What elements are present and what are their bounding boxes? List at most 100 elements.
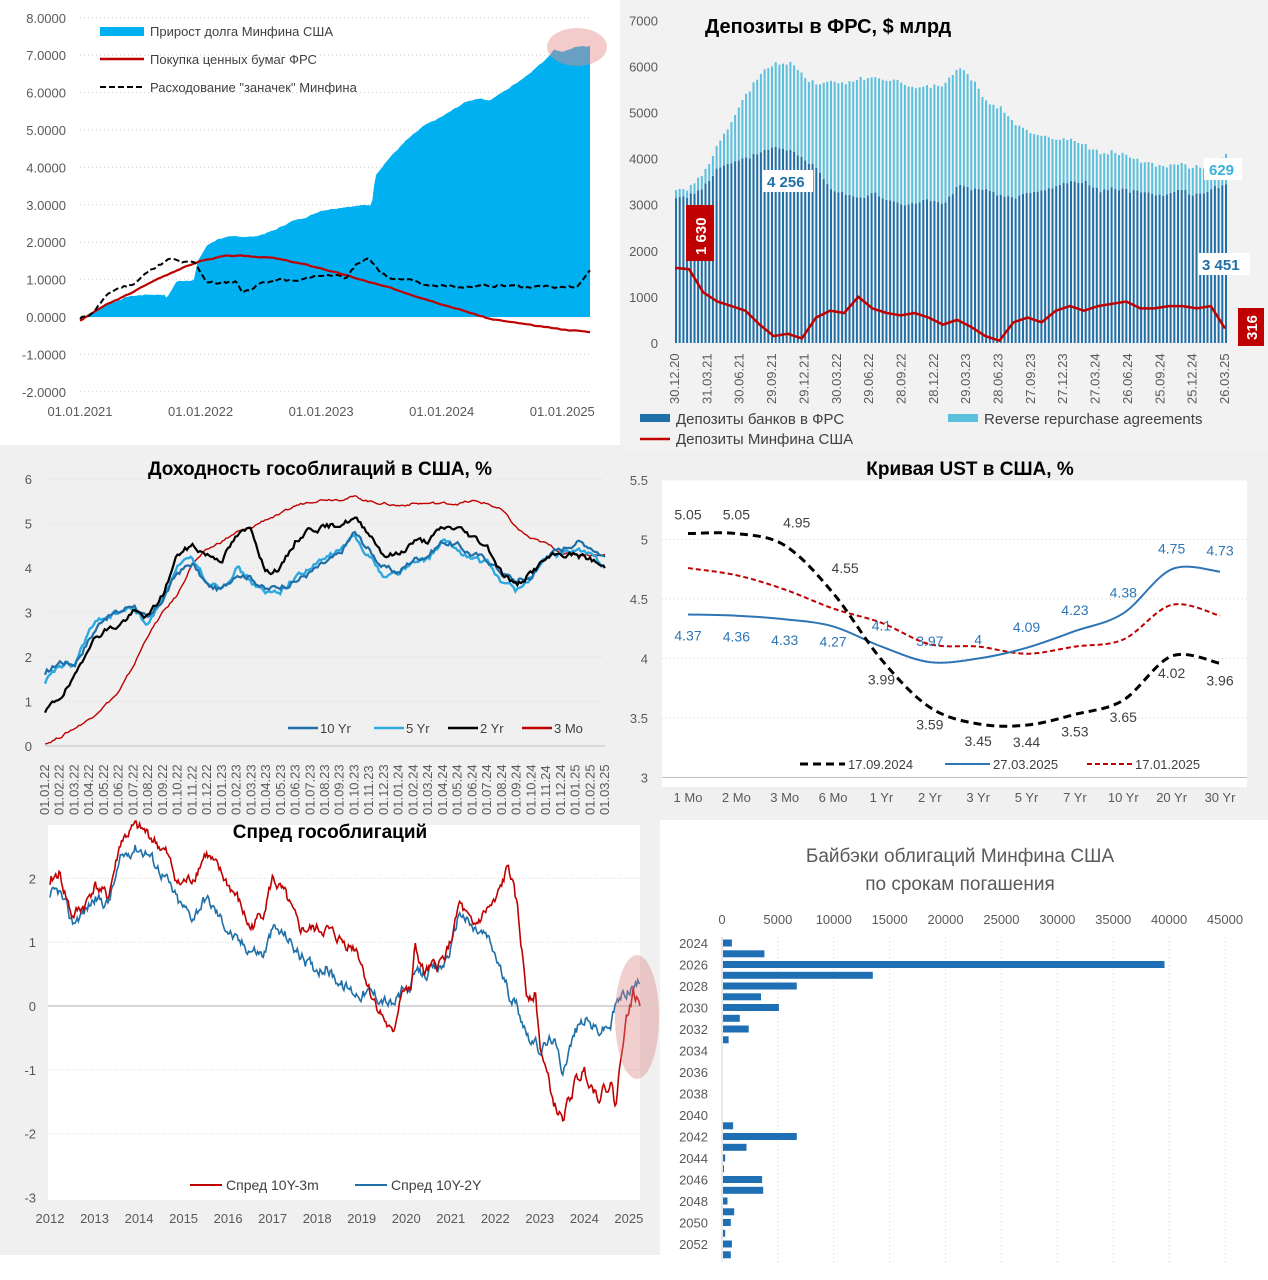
- bar-bank-deposits: [1084, 181, 1087, 343]
- y-tick-label: 1000: [629, 290, 658, 305]
- x-tick-label: 01.06.22: [111, 764, 126, 815]
- x-tick-label: 2023: [525, 1211, 554, 1226]
- x-tick-label: 01.05.24: [450, 764, 465, 815]
- x-tick-label: 20 Yr: [1156, 790, 1188, 805]
- bar-bank-deposits: [1180, 189, 1183, 343]
- x-tick-label: 01.12.23: [376, 764, 391, 815]
- bar-bank-deposits: [844, 194, 847, 343]
- bar-bank-deposits: [841, 191, 844, 343]
- bar-bank-deposits: [734, 161, 737, 343]
- legend-label-tga: Депозиты Минфина США: [676, 431, 853, 448]
- bar-bank-deposits: [1125, 188, 1128, 343]
- bar-reverse-repo: [1010, 120, 1013, 197]
- bar-2049: [723, 1208, 735, 1216]
- bar-reverse-repo: [885, 80, 888, 200]
- bar-bank-deposits: [804, 160, 807, 343]
- legend-label-rrp: Reverse repurchase agreements: [984, 411, 1202, 428]
- bar-2027: [723, 971, 873, 979]
- bar-bank-deposits: [723, 165, 725, 343]
- x-tick-label: 01.04.24: [435, 764, 450, 815]
- bar-bank-deposits: [700, 189, 703, 343]
- bar-bank-deposits: [767, 149, 770, 343]
- bar-2046: [723, 1176, 763, 1183]
- bar-reverse-repo: [1088, 149, 1091, 186]
- bar-bank-deposits: [863, 197, 866, 343]
- bar-bank-deposits: [1055, 186, 1058, 343]
- bar-reverse-repo: [1018, 125, 1021, 196]
- bar-reverse-repo: [1169, 164, 1172, 194]
- y-tick-label: 6.0000: [26, 86, 66, 101]
- x-tick-label: 01.05.23: [273, 764, 288, 815]
- bar-bank-deposits: [1007, 196, 1010, 343]
- bar-bank-deposits: [1062, 182, 1065, 343]
- data-label-17092024: 3.59: [916, 716, 943, 732]
- x-tick-label: 30 Yr: [1205, 790, 1237, 805]
- y-tick-label: 3.5: [630, 711, 648, 726]
- x-tick-label: 3 Mo: [770, 790, 799, 805]
- bar-bank-deposits: [1040, 190, 1043, 343]
- bar-reverse-repo: [822, 82, 825, 179]
- x-tick-label: 01.01.23: [214, 764, 229, 815]
- bar-reverse-repo: [1095, 149, 1098, 188]
- chart-title: Доходность гособлигаций в США, %: [148, 459, 492, 480]
- x-tick-label: 2 Yr: [918, 790, 942, 805]
- data-label-tga-last: 316: [1244, 315, 1261, 340]
- bar-bank-deposits: [981, 189, 984, 343]
- x-tick-label: 01.02.22: [52, 764, 67, 815]
- bar-bank-deposits: [686, 197, 689, 343]
- x-tick-label: 01.01.24: [391, 764, 406, 815]
- bar-reverse-repo: [1136, 158, 1139, 191]
- bar-reverse-repo: [911, 86, 914, 203]
- bar-bank-deposits: [782, 149, 784, 343]
- x-tick-label: 01.04.23: [258, 764, 273, 815]
- bar-bank-deposits: [999, 194, 1002, 343]
- bar-reverse-repo: [1081, 144, 1083, 184]
- bar-reverse-repo: [837, 83, 840, 193]
- y-tick-label: 2024: [679, 936, 708, 951]
- data-label-17092024: 3.45: [965, 733, 992, 749]
- data-label-rrp-last: 629: [1209, 162, 1234, 179]
- bar-2052: [723, 1240, 732, 1248]
- bar-bank-deposits: [752, 154, 755, 343]
- x-tick-label: 01.10.22: [170, 764, 185, 815]
- x-tick-label: 30.03.22: [829, 353, 844, 404]
- x-tick-label: 01.01.22: [37, 764, 52, 815]
- bar-reverse-repo: [1165, 167, 1168, 195]
- bar-reverse-repo: [889, 80, 892, 201]
- bar-2025: [723, 950, 765, 958]
- bar-reverse-repo: [1110, 150, 1113, 188]
- bar-bank-deposits: [1025, 192, 1028, 343]
- bar-bank-deposits: [1010, 197, 1013, 343]
- bar-reverse-repo: [719, 140, 722, 168]
- x-tick-label: 01.12.24: [553, 764, 568, 815]
- y-tick-label: 2036: [679, 1065, 708, 1080]
- line-fed-purchases: [79, 254, 590, 334]
- bar-bank-deposits: [789, 149, 792, 343]
- bar-bank-deposits: [988, 190, 991, 343]
- bar-reverse-repo: [863, 80, 866, 198]
- bar-bank-deposits: [1188, 194, 1191, 343]
- line-yield-10yr: [43, 530, 606, 676]
- bar-bank-deposits: [874, 192, 877, 343]
- bar-reverse-repo: [944, 82, 947, 203]
- legend-label: 3 Mo: [554, 721, 583, 736]
- y-tick-label: -1.0000: [22, 347, 66, 362]
- bar-bank-deposits: [796, 155, 799, 343]
- bar-bank-deposits: [1070, 181, 1072, 343]
- bar-reverse-repo: [1099, 154, 1102, 193]
- data-label-17092024: 3.65: [1110, 709, 1137, 725]
- x-tick-label: 1 Yr: [870, 790, 894, 805]
- bar-reverse-repo: [1084, 144, 1087, 181]
- bar-reverse-repo: [988, 104, 991, 191]
- y-tick-label: 5: [641, 533, 648, 548]
- bar-bank-deposits: [1118, 190, 1120, 343]
- y-tick-label: 6000: [629, 59, 658, 74]
- y-tick-label: 1: [25, 695, 32, 710]
- bar-reverse-repo: [826, 81, 829, 185]
- x-tick-label: 01.03.22: [66, 764, 81, 815]
- bar-bank-deposits: [1121, 188, 1124, 343]
- bar-bank-deposits: [737, 160, 740, 343]
- bar-reverse-repo: [959, 68, 962, 185]
- x-tick-label: 01.01.2021: [47, 404, 112, 419]
